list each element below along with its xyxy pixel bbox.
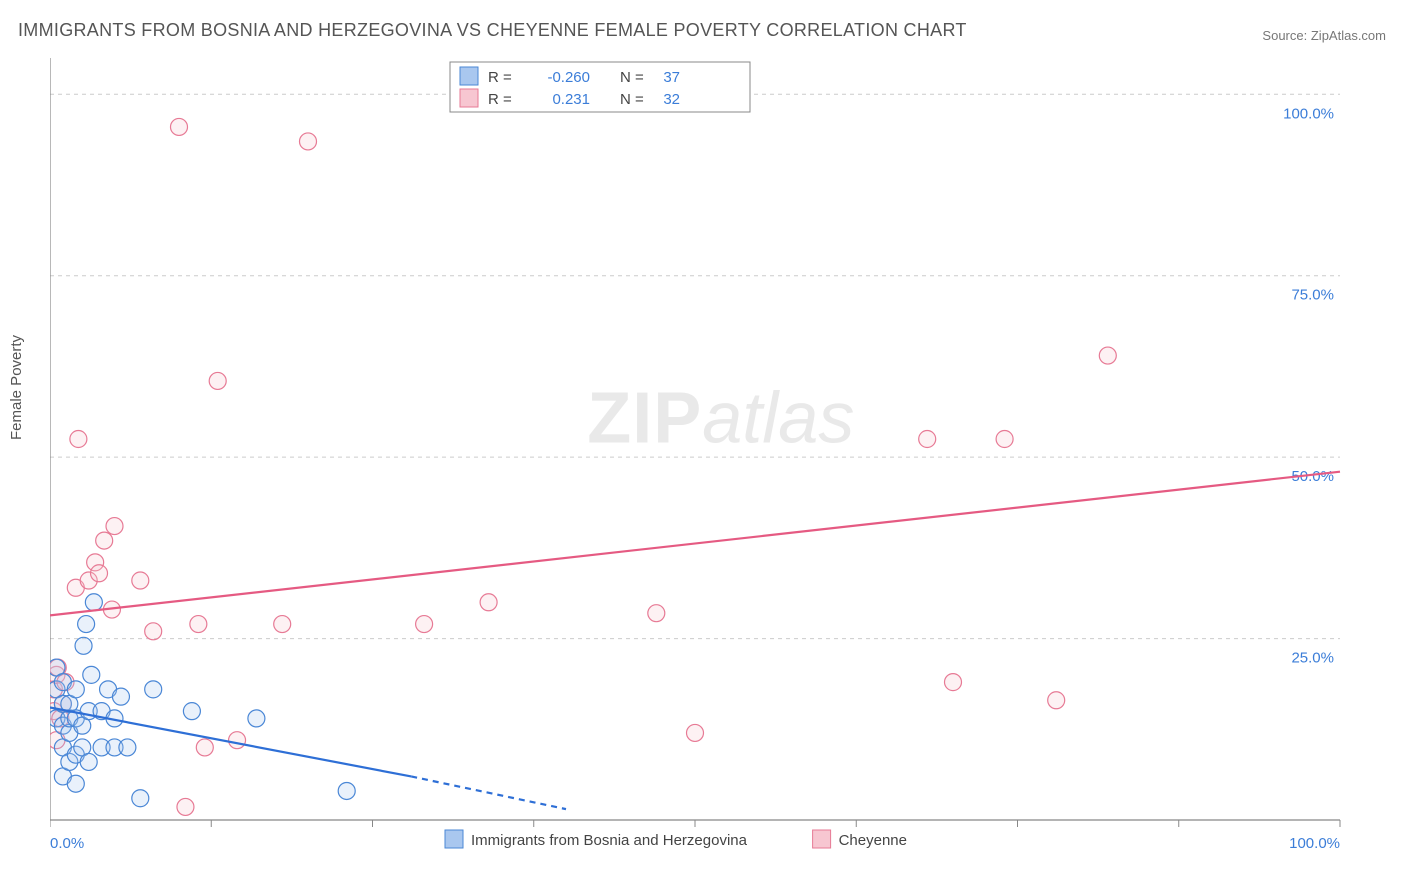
source-attribution: Source: ZipAtlas.com (1262, 28, 1386, 43)
data-point-s2 (1099, 347, 1116, 364)
data-point-s1 (112, 688, 129, 705)
data-point-s2 (96, 532, 113, 549)
data-point-s1 (83, 666, 100, 683)
data-point-s2 (106, 518, 123, 535)
legend-n-prefix: N = (620, 91, 644, 108)
legend-r-prefix: R = (488, 69, 512, 86)
bottom-legend-label: Immigrants from Bosnia and Herzegovina (471, 832, 748, 849)
data-point-s2 (300, 133, 317, 150)
legend-swatch (460, 89, 478, 107)
chart-area: ZIPatlas0.0%100.0%25.0%50.0%75.0%100.0%R… (50, 58, 1390, 848)
data-point-s1 (338, 782, 355, 799)
data-point-s1 (145, 681, 162, 698)
data-point-s1 (67, 775, 84, 792)
chart-title: IMMIGRANTS FROM BOSNIA AND HERZEGOVINA V… (18, 20, 967, 41)
data-point-s2 (177, 798, 194, 815)
legend-r-value: -0.260 (547, 69, 590, 86)
data-point-s2 (687, 724, 704, 741)
data-point-s1 (80, 753, 97, 770)
data-point-s2 (229, 732, 246, 749)
data-point-s2 (145, 623, 162, 640)
y-tick-label: 100.0% (1283, 105, 1334, 122)
data-point-s1 (132, 790, 149, 807)
data-point-s1 (85, 594, 102, 611)
data-point-s1 (67, 681, 84, 698)
data-point-s1 (183, 703, 200, 720)
data-point-s2 (70, 431, 87, 448)
y-tick-label: 25.0% (1291, 650, 1334, 667)
data-point-s2 (648, 605, 665, 622)
y-tick-label: 75.0% (1291, 287, 1334, 304)
y-axis-label: Female Poverty (8, 335, 25, 440)
data-point-s2 (996, 431, 1013, 448)
legend-r-prefix: R = (488, 91, 512, 108)
data-point-s2 (416, 616, 433, 633)
data-point-s2 (945, 674, 962, 691)
bottom-legend-swatch (445, 830, 463, 848)
data-point-s2 (196, 739, 213, 756)
legend-n-value: 37 (663, 69, 680, 86)
legend-n-prefix: N = (620, 69, 644, 86)
data-point-s2 (190, 616, 207, 633)
legend-swatch (460, 67, 478, 85)
data-point-s2 (171, 118, 188, 135)
watermark: ZIPatlas (587, 379, 854, 459)
data-point-s2 (480, 594, 497, 611)
bottom-legend-swatch (813, 830, 831, 848)
data-point-s2 (132, 572, 149, 589)
data-point-s1 (119, 739, 136, 756)
data-point-s2 (91, 565, 108, 582)
chart-svg: ZIPatlas0.0%100.0%25.0%50.0%75.0%100.0%R… (50, 58, 1390, 858)
data-point-s2 (919, 431, 936, 448)
source-label: Source: (1262, 28, 1307, 43)
data-point-s2 (209, 372, 226, 389)
data-point-s1 (248, 710, 265, 727)
bottom-legend-label: Cheyenne (839, 832, 907, 849)
x-tick-label: 0.0% (50, 835, 84, 852)
source-link[interactable]: ZipAtlas.com (1311, 28, 1386, 43)
legend-r-value: 0.231 (552, 91, 590, 108)
data-point-s1 (75, 637, 92, 654)
data-point-s2 (1048, 692, 1065, 709)
x-tick-label: 100.0% (1289, 835, 1340, 852)
data-point-s2 (274, 616, 291, 633)
legend-n-value: 32 (663, 91, 680, 108)
data-point-s1 (78, 616, 95, 633)
